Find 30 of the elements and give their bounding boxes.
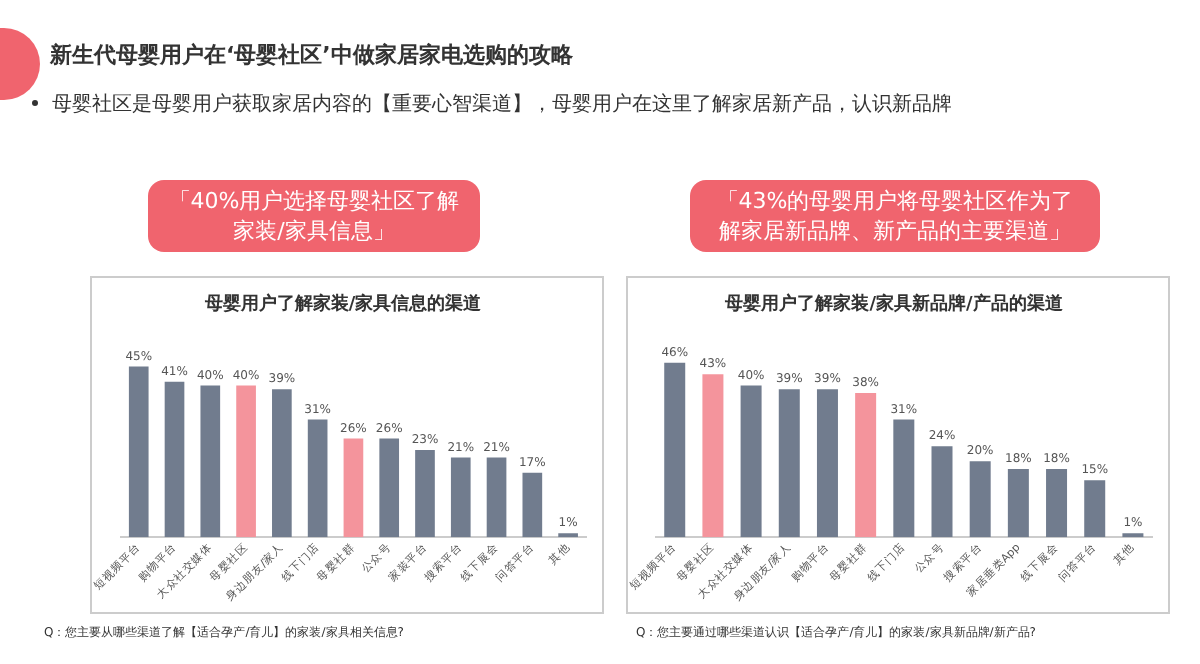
bar: [740, 385, 762, 538]
bar: [702, 374, 724, 538]
bar: [164, 381, 185, 538]
text: 「43%的母婴用户将母婴社区作为了解家居新品牌、新产品的主要渠道」: [690, 180, 1100, 252]
bar: [415, 449, 435, 538]
bar: [1046, 468, 1068, 538]
bar: [236, 385, 256, 538]
bar: [969, 461, 991, 538]
bar: [343, 438, 364, 538]
bar: [931, 446, 953, 538]
bar: [664, 362, 686, 538]
bar: [1007, 468, 1029, 538]
bar: [855, 393, 877, 538]
bar: [379, 438, 400, 538]
bar: [307, 419, 328, 538]
chart-title: 母婴用户了解家装/家具信息的渠道: [202, 293, 484, 316]
bar: [450, 457, 471, 538]
bar: [893, 419, 915, 538]
bar: [1084, 480, 1106, 538]
bar: [200, 385, 221, 538]
bar: [522, 472, 543, 538]
bar: [778, 389, 800, 538]
bar: [816, 389, 838, 538]
text: 母婴社区是母婴用户获取家居内容的【重要心智渠道】，母婴用户在这里了解家居新产品，认识新品牌: [52, 91, 952, 118]
bar: [272, 389, 292, 538]
chart-title: 母婴用户了解家装/家具新品牌/产品的渠道: [723, 293, 1065, 316]
text: 「40%用户选择母婴社区了解家装/家具信息」: [148, 180, 480, 252]
text: 新生代母婴用户在‘母婴社区’中做家居家电选购的攻略: [50, 40, 573, 70]
bar: [486, 457, 507, 538]
bar: [128, 366, 149, 538]
